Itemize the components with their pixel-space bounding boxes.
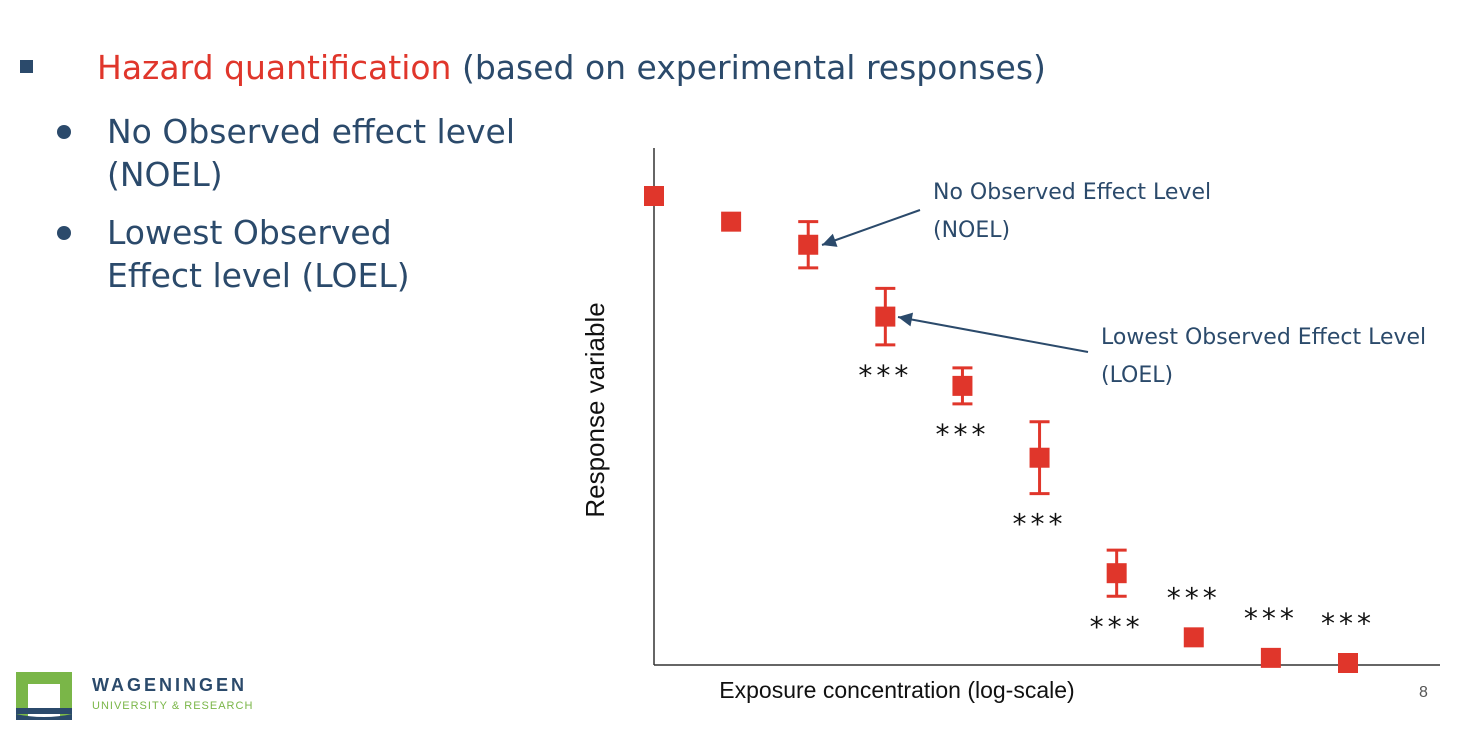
annotation-label: (LOEL)	[1101, 363, 1173, 388]
data-point	[1029, 447, 1050, 468]
data-point	[1260, 647, 1281, 668]
x-axis-label: Exposure concentration (log-scale)	[719, 677, 1074, 703]
significance-label: ***	[1090, 610, 1144, 643]
data-point	[644, 186, 664, 206]
data-point	[875, 306, 896, 327]
significance-label: ***	[1013, 508, 1067, 541]
slide-heading: Hazard quantification (based on experime…	[97, 48, 1046, 87]
significance-label: ***	[1167, 581, 1221, 614]
logo-subtitle: UNIVERSITY & RESEARCH	[92, 700, 253, 712]
data-point	[721, 211, 742, 232]
significance-label: ***	[1244, 602, 1298, 635]
bullet-noel: No Observed effect level (NOEL)	[107, 110, 515, 196]
bullet-dot-icon	[57, 125, 71, 139]
bullet-loel-line1: Lowest Observed	[107, 213, 392, 252]
bullet-dot-icon	[57, 226, 71, 240]
annotation-arrowhead-icon	[822, 233, 838, 247]
annotation-arrowhead-icon	[898, 312, 914, 327]
heading-bullet-icon	[20, 60, 33, 73]
significance-label: ***	[935, 418, 989, 451]
bullet-noel-line1: No Observed effect level	[107, 112, 516, 151]
data-point	[1183, 627, 1204, 648]
bullet-loel: Lowest Observed Effect level (LOEL)	[107, 211, 410, 297]
bullet-loel-line2: Effect level (LOEL)	[107, 256, 410, 295]
annotation-label: No Observed Effect Level	[933, 180, 1211, 205]
bullet-noel-line2: (NOEL)	[107, 155, 223, 194]
annotation-label: (NOEL)	[933, 218, 1010, 243]
significance-label: ***	[858, 359, 912, 392]
heading-accent: Hazard quantification	[97, 48, 452, 87]
annotation-label: Lowest Observed Effect Level	[1101, 325, 1426, 350]
significance-label: ***	[1321, 607, 1375, 640]
wageningen-logo: WAGENINGEN UNIVERSITY & RESEARCH	[16, 672, 253, 720]
annotation-arrow	[897, 316, 1089, 353]
data-point	[1338, 653, 1358, 673]
logo-name: WAGENINGEN	[92, 675, 247, 695]
data-point	[952, 375, 973, 396]
data-point	[1106, 563, 1127, 584]
heading-rest: (based on experimental responses)	[451, 48, 1046, 87]
dose-response-chart: Exposure concentration (log-scale) Respon…	[580, 148, 1440, 703]
page-number: 8	[1419, 684, 1428, 701]
y-axis-label: Response variable	[580, 302, 610, 517]
logo-mark-icon	[16, 672, 72, 720]
data-point	[798, 234, 819, 255]
annotation-arrow	[821, 209, 921, 246]
